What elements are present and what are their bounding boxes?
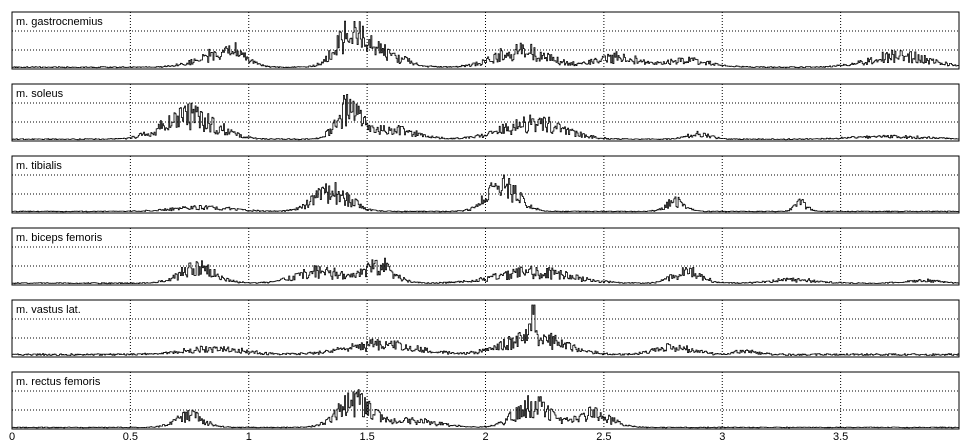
- x-tick-label: 1.5: [359, 431, 374, 443]
- panel-label: m. tibialis: [16, 160, 62, 172]
- x-tick-label: 0: [9, 431, 15, 443]
- emg-trace: [12, 304, 960, 356]
- panel-label: m. soleus: [16, 88, 64, 100]
- x-tick-label: 0.5: [123, 431, 138, 443]
- emg-panel: m. biceps femoris: [11, 227, 960, 286]
- panels-group: m. gastrocnemius m. soleus m. tibialis m. b…: [11, 11, 960, 430]
- emg-panel: m. rectus femoris: [11, 371, 960, 430]
- emg-panel: m. gastrocnemius: [11, 11, 960, 70]
- panel-label-background: [14, 374, 103, 388]
- x-tick-label: 2.5: [596, 431, 611, 443]
- x-axis: 0 0.5 1 1.5 2 2.5 3 3.5: [9, 431, 848, 443]
- panel-label-background: [14, 86, 66, 100]
- emg-trace: [12, 20, 960, 69]
- panel-label-background: [14, 230, 105, 244]
- panel-label: m. gastrocnemius: [16, 16, 103, 28]
- emg-trace: [12, 94, 960, 141]
- panel-label: m. biceps femoris: [16, 232, 103, 244]
- emg-trace: [12, 257, 960, 285]
- panel-label-background: [14, 302, 83, 316]
- x-tick-label: 1: [246, 431, 252, 443]
- x-tick-label: 2: [482, 431, 488, 443]
- panel-label: m. rectus femoris: [16, 376, 101, 388]
- panel-label-background: [14, 14, 106, 28]
- emg-trace: [12, 174, 960, 213]
- x-tick-label: 3: [719, 431, 725, 443]
- emg-trace: [12, 389, 960, 429]
- emg-panel: m. vastus lat.: [11, 299, 960, 358]
- panel-label-background: [14, 158, 65, 172]
- emg-panel: m. tibialis: [11, 155, 960, 214]
- x-tick-label: 3.5: [833, 431, 848, 443]
- emg-panel: m. soleus: [11, 83, 960, 142]
- panel-label: m. vastus lat.: [16, 304, 81, 316]
